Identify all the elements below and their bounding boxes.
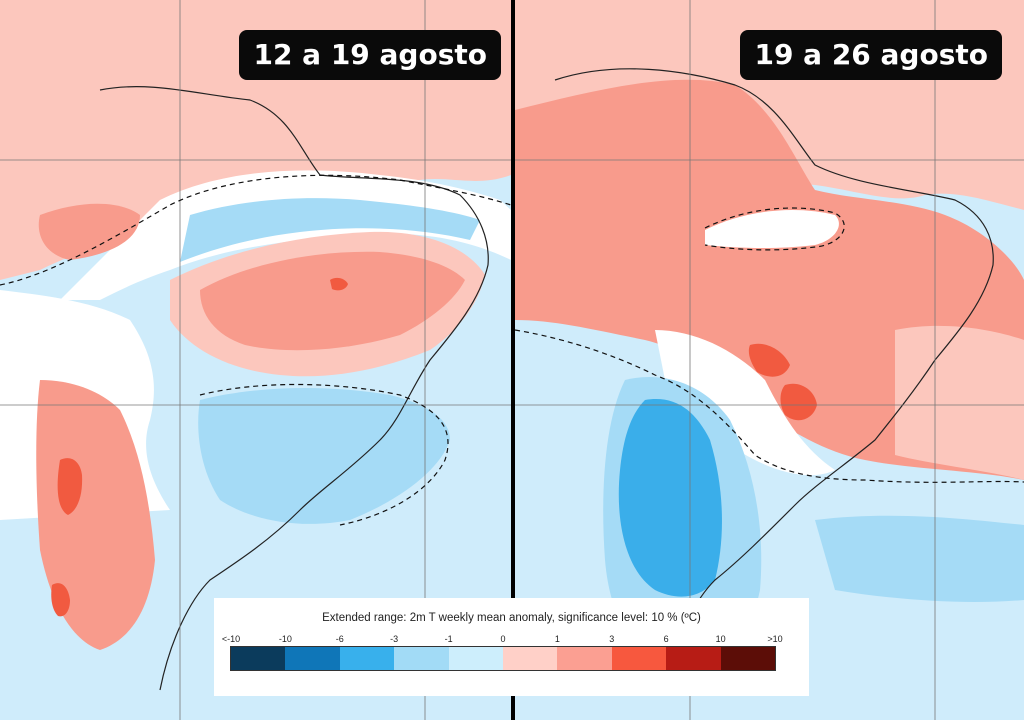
- legend-tick-label: 10: [715, 634, 726, 644]
- legend-tick-label: -3: [390, 634, 399, 644]
- color-legend: Extended range: 2m T weekly mean anomaly…: [214, 598, 809, 696]
- warm-light-coastal: [895, 325, 1024, 480]
- panel-divider: [511, 0, 515, 720]
- cool-region-south: [198, 388, 450, 524]
- cool-region-south-ocean: [815, 515, 1024, 602]
- legend-swatch: [285, 647, 340, 670]
- warm-region-argentina: [36, 380, 155, 650]
- legend-color-bar: [230, 646, 776, 671]
- anomaly-map-week2: [515, 0, 1024, 720]
- warm-strong-spot-andes: [57, 458, 83, 515]
- legend-tick-label: -10: [278, 634, 292, 644]
- legend-swatch: [448, 647, 503, 670]
- neutral-band-southeast: [655, 330, 835, 476]
- date-range-label: 12 a 19 agosto: [239, 30, 501, 80]
- legend-swatch: [611, 647, 667, 670]
- legend-tick-label: 1: [554, 634, 560, 644]
- legend-tick-label: >10: [767, 634, 783, 644]
- legend-tick-label: 3: [609, 634, 615, 644]
- legend-swatch: [231, 647, 286, 670]
- coastline: [554, 68, 994, 681]
- legend-swatch: [394, 647, 449, 670]
- anomaly-map-week1: [0, 0, 511, 720]
- legend-tick-label: -1: [444, 634, 453, 644]
- warm-strong-spot-brazil: [330, 277, 348, 291]
- warm-region-northwest: [38, 203, 140, 260]
- date-range-label: 19 a 26 agosto: [740, 30, 1002, 80]
- legend-title: Extended range: 2m T weekly mean anomaly…: [322, 612, 701, 624]
- neutral-band: [60, 170, 511, 300]
- warm-strong-spot-south: [51, 583, 70, 617]
- cool-strong-region: [618, 399, 722, 597]
- legend-tick-label: <-10: [221, 634, 241, 644]
- legend-tick-label: 0: [500, 634, 506, 644]
- legend-swatch: [720, 647, 775, 670]
- legend-swatch: [502, 647, 558, 670]
- significance-contour-south: [199, 383, 449, 526]
- legend-swatch: [557, 647, 612, 670]
- neutral-band-north: [705, 210, 839, 249]
- legend-tick-label: 6: [663, 634, 669, 644]
- significance-contour: [0, 174, 511, 286]
- cool-band: [180, 198, 480, 262]
- map-panel-week2: 19 a 26 agosto: [515, 0, 1024, 720]
- warm-strong-spot-2: [780, 383, 817, 421]
- coastline: [99, 86, 489, 691]
- legend-tick-label: -6: [335, 634, 344, 644]
- legend-swatch: [339, 647, 395, 670]
- map-panel-week1: 12 a 19 agosto: [0, 0, 511, 720]
- warm-strong-spot-1: [748, 343, 790, 377]
- warm-region-brazil-core: [200, 251, 465, 351]
- significance-contour-north: [704, 207, 845, 251]
- legend-swatch: [666, 647, 721, 670]
